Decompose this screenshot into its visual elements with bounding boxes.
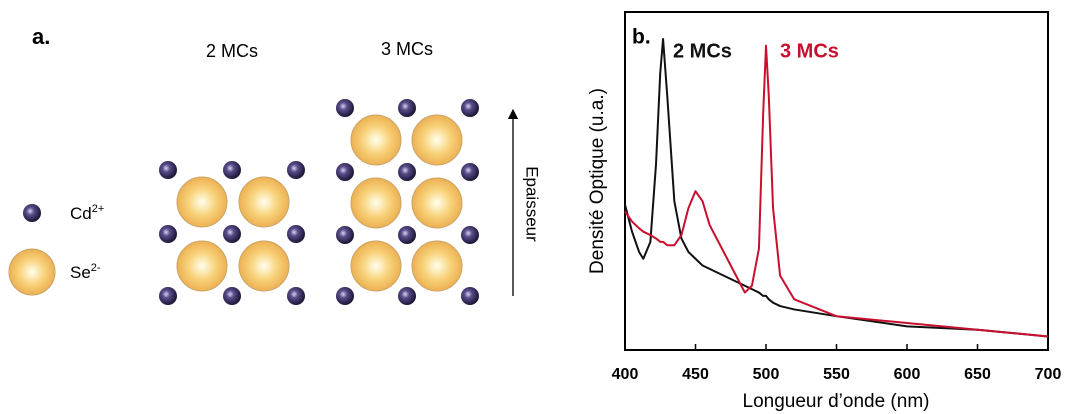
x-tick-label: 500 [753, 366, 780, 383]
cd-ion [23, 204, 41, 222]
cd-ion [461, 163, 479, 181]
series-line [624, 44, 1049, 338]
panel-a: a. 2 MCs 3 MCs Cd2+ Se2- Epaisseur [8, 24, 542, 305]
se-ion [350, 114, 402, 166]
cd-ion [159, 287, 177, 305]
cd-ion [461, 226, 479, 244]
cd-ion [287, 225, 305, 243]
cd-ion [398, 287, 416, 305]
cd-ion [461, 287, 479, 305]
cd-ion [223, 225, 241, 243]
cd-ion [223, 161, 241, 179]
se-ion [176, 176, 228, 228]
x-tick-label: 450 [682, 366, 709, 383]
legend-label: Cd2+ [70, 203, 104, 224]
charge: 2- [91, 262, 101, 274]
panel-title: 3 MCs [381, 39, 433, 59]
cd-ion [336, 163, 354, 181]
se-ion [350, 240, 402, 292]
x-tick-label: 700 [1035, 366, 1062, 383]
x-tick-label: 550 [823, 366, 850, 383]
panel-label: a. [32, 24, 50, 49]
se-ion [176, 240, 228, 292]
legend-label: 3 MCs [780, 40, 839, 62]
x-tick-label: 650 [964, 366, 991, 383]
cd-ion [287, 287, 305, 305]
se-ion [411, 114, 463, 166]
cd-ion [461, 99, 479, 117]
plot-frame [624, 11, 1049, 351]
series-line [624, 38, 1049, 338]
cd-ion [336, 287, 354, 305]
cd-ion [159, 225, 177, 243]
cd-ion [223, 287, 241, 305]
se-ion [238, 240, 290, 292]
x-tick-label: 400 [612, 366, 639, 383]
legend-label: Se2- [70, 262, 101, 283]
cd-ion [398, 226, 416, 244]
cd-ion [287, 161, 305, 179]
cd-ion [159, 161, 177, 179]
chart: b. Longueur d’onde (nm) Densité Optique … [587, 11, 1062, 412]
se-ion [411, 177, 463, 229]
cd-ion [336, 226, 354, 244]
se-ion [238, 176, 290, 228]
se-ion [350, 177, 402, 229]
x-tick-label: 600 [894, 366, 921, 383]
panel-label: b. [632, 26, 651, 49]
panel-title: 2 MCs [206, 41, 258, 61]
cd-ion [398, 163, 416, 181]
cd-ion [336, 99, 354, 117]
charge: 2+ [92, 203, 105, 215]
cd-ion [398, 99, 416, 117]
y-axis-label: Densité Optique (u.a.) [587, 88, 608, 274]
x-axis-label: Longueur d’onde (nm) [743, 391, 930, 412]
ion: Cd [70, 204, 92, 223]
se-ion [411, 240, 463, 292]
legend-label: 2 MCs [673, 40, 732, 62]
arrow-label: Epaisseur [523, 166, 542, 242]
se-ion [8, 248, 56, 296]
ion: Se [70, 263, 91, 282]
